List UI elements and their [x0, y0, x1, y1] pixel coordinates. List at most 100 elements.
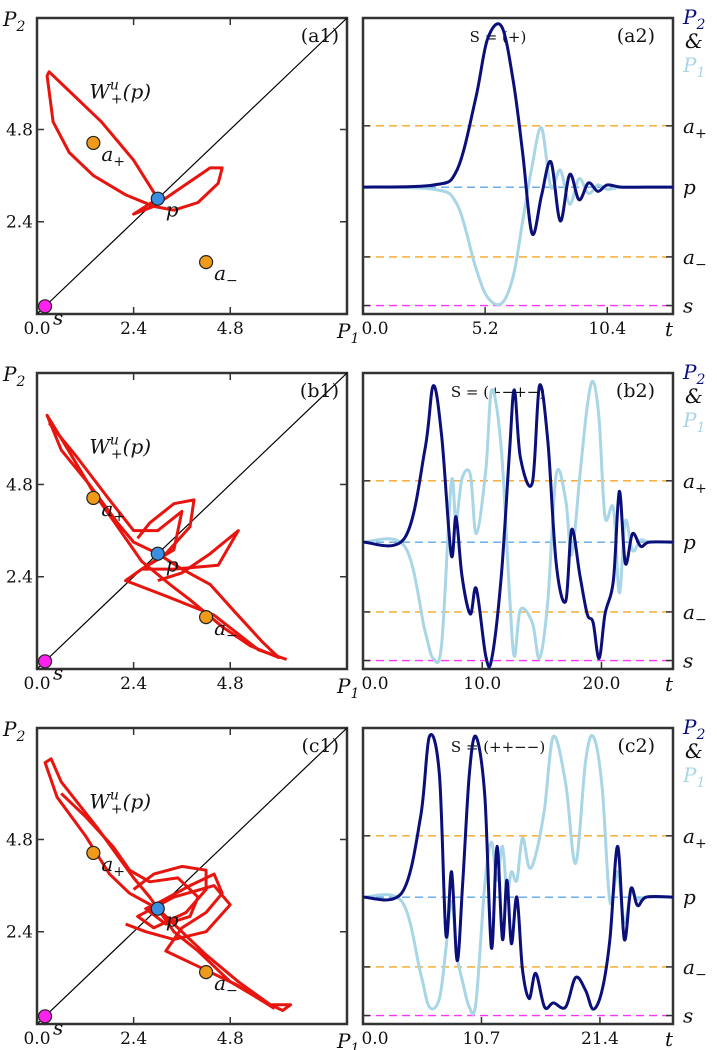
- y-tick-label: 4.8: [6, 475, 33, 495]
- legend-p2: P2: [682, 5, 705, 33]
- y-tick-label: 4.8: [6, 120, 33, 140]
- x-tick-label: 20.0: [583, 674, 621, 694]
- curve-label: Wu +(p): [89, 78, 151, 108]
- point-label-p: p: [166, 908, 179, 932]
- plot-frame: [361, 371, 675, 671]
- x-tick-label: 2.4: [120, 1029, 147, 1049]
- plot-frame: [361, 726, 675, 1026]
- x-tick-label: 0.0: [23, 1029, 50, 1049]
- point-aminus: [198, 255, 214, 270]
- level-label-s: s: [683, 649, 693, 673]
- level-label-aminus: a−: [683, 955, 707, 983]
- series-p1-line: [362, 379, 674, 665]
- x-axis-label: t: [665, 672, 674, 696]
- plot-frame: [35, 371, 349, 671]
- point-label-p: p: [166, 553, 179, 577]
- level-label-p: p: [683, 885, 696, 909]
- point-aplus: [86, 135, 101, 151]
- x-tick-label: 10.4: [588, 319, 626, 339]
- x-tick-label: 10.7: [463, 1029, 501, 1049]
- point-p: [150, 901, 165, 916]
- orbit-curve: [45, 413, 281, 659]
- x-tick-label: 4.8: [217, 674, 244, 694]
- x-axis-label: P1: [336, 319, 359, 347]
- legend-amp: &: [685, 29, 703, 53]
- curve-label: Wu +(p): [89, 788, 151, 818]
- level-label-aplus: a+: [683, 469, 707, 497]
- point-label-p: p: [166, 198, 179, 222]
- y-tick-label: 2.4: [6, 213, 33, 233]
- point-label-s: s: [53, 660, 63, 684]
- phase-panel-a1: 0.0 2.4 4.8 2.4 4.8 P1 P2 (a1) Wu +(p) a+ p a− s: [2, 7, 359, 347]
- phase-panel-c1: 0.0 2.4 4.8 2.4 4.8 P1 P2 (c1) Wu +(p) a+ p a− s: [2, 717, 359, 1050]
- level-label-s: s: [683, 1004, 693, 1028]
- x-tick-label: 0.0: [23, 674, 50, 694]
- x-tick-label: 21.4: [581, 1029, 619, 1049]
- panel-label: (b1): [300, 380, 339, 402]
- x-tick-label: 2.4: [120, 674, 147, 694]
- point-label-s: s: [53, 305, 63, 329]
- point-s: [37, 1009, 53, 1024]
- point-label-s: s: [53, 1015, 63, 1039]
- series-p1-line: [362, 733, 674, 1016]
- diagonal-line: [36, 727, 348, 1025]
- series-p2-line: [362, 383, 674, 669]
- series-p1-line: [362, 126, 673, 307]
- level-label-aplus: a+: [683, 824, 707, 852]
- point-s: [37, 654, 53, 669]
- legend-p2: P2: [682, 715, 705, 743]
- x-tick-label: 2.4: [120, 319, 147, 339]
- level-label-s: s: [683, 294, 693, 318]
- time-panel-a2: a+ p a− s 0.0 5.2 10.4 t (a2) S = (+) P2&P1: [361, 5, 706, 341]
- legend-p1: P1: [682, 53, 705, 81]
- point-label-aplus: a+: [101, 142, 125, 170]
- plot-frame: [35, 726, 349, 1026]
- y-tick-label: 2.4: [6, 568, 33, 588]
- panel-label: (a2): [617, 25, 655, 47]
- point-p: [150, 546, 165, 561]
- legend-p2: P2: [682, 360, 705, 388]
- plot-frame: [361, 16, 675, 316]
- x-axis-label: P1: [336, 1029, 359, 1050]
- panel-label: (c2): [617, 735, 655, 757]
- level-label-aminus: a−: [683, 600, 707, 628]
- diagonal-line: [36, 17, 348, 315]
- x-tick-label: 4.8: [217, 1029, 244, 1049]
- x-tick-label: 0.0: [361, 674, 388, 694]
- curve-label: Wu +(p): [89, 433, 151, 463]
- legend-amp: &: [685, 384, 703, 408]
- x-tick-label: 4.8: [217, 319, 244, 339]
- level-label-aminus: a−: [683, 245, 707, 273]
- legend-p1: P1: [682, 408, 705, 436]
- point-p: [150, 191, 165, 206]
- point-label-aminus: a−: [214, 261, 238, 289]
- sequence-label: S = (+): [470, 28, 527, 46]
- point-aplus: [86, 845, 101, 861]
- x-tick-label: 0.0: [361, 319, 388, 339]
- point-label-aminus: a−: [214, 971, 238, 999]
- x-tick-label: 10.0: [463, 674, 501, 694]
- series-p2-line: [362, 22, 673, 237]
- point-aminus: [198, 965, 214, 980]
- point-aminus: [198, 610, 214, 625]
- y-tick-label: 4.8: [6, 830, 33, 850]
- y-tick-label: 2.4: [6, 923, 33, 943]
- legend-p1: P1: [682, 763, 705, 791]
- legend-amp: &: [685, 739, 703, 763]
- point-label-aplus: a+: [101, 497, 125, 525]
- y-axis-label: P2: [2, 7, 25, 35]
- point-label-aminus: a−: [214, 616, 238, 644]
- panel-label: (b2): [616, 380, 655, 402]
- point-s: [37, 299, 53, 314]
- orbit-curve: [125, 864, 232, 941]
- orbit-curve: [47, 422, 288, 661]
- x-tick-label: 0.0: [23, 319, 50, 339]
- level-label-p: p: [683, 175, 696, 199]
- sequence-label: S = (+−+−): [451, 383, 545, 401]
- panel-label: (c1): [301, 735, 339, 757]
- phase-panel-b1: 0.0 2.4 4.8 2.4 4.8 P1 P2 (b1) Wu +(p) a+ p a− s: [2, 362, 359, 702]
- time-panel-b2: a+ p a− s 0.0 10.0 20.0 t (b2) S = (+−+−) P2&P1: [361, 360, 706, 696]
- y-axis-label: P2: [2, 362, 25, 390]
- orbit-curve: [43, 757, 293, 1012]
- series-p2-line: [362, 733, 674, 1011]
